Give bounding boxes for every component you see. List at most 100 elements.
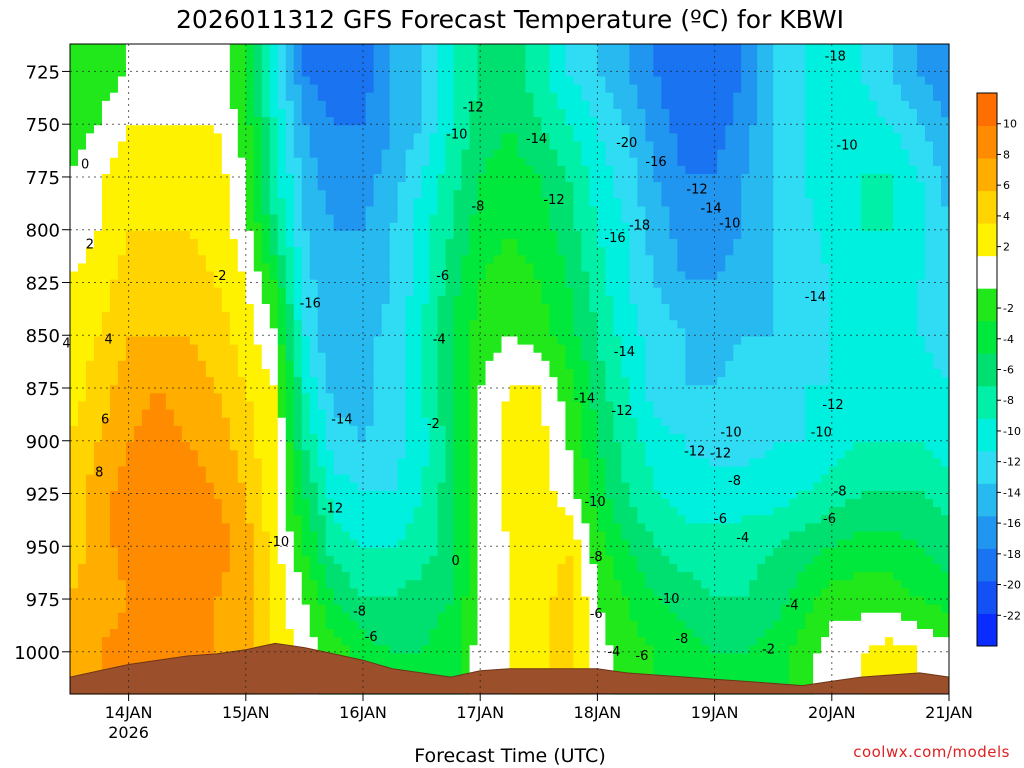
temperature-cell bbox=[341, 369, 351, 378]
temperature-cell bbox=[877, 401, 886, 411]
temperature-cell bbox=[93, 336, 103, 346]
temperature-cell bbox=[365, 409, 375, 419]
temperature-cell bbox=[661, 149, 670, 159]
temperature-cell bbox=[261, 393, 271, 403]
temperature-cell bbox=[773, 222, 782, 232]
temperature-cell bbox=[613, 336, 622, 346]
temperature-cell bbox=[125, 125, 135, 134]
temperature-cell bbox=[685, 174, 694, 183]
temperature-cell bbox=[901, 60, 910, 69]
temperature-cell bbox=[445, 68, 455, 78]
temperature-cell bbox=[709, 206, 718, 216]
temperature-cell bbox=[93, 279, 103, 289]
temperature-cell bbox=[381, 336, 391, 346]
temperature-cell bbox=[685, 206, 694, 216]
temperature-cell bbox=[661, 198, 670, 208]
temperature-cell bbox=[333, 84, 343, 94]
temperature-cell bbox=[373, 44, 383, 53]
temperature-cell bbox=[653, 100, 662, 110]
temperature-cell bbox=[845, 182, 854, 191]
temperature-cell bbox=[397, 214, 407, 224]
temperature-cell bbox=[653, 385, 662, 394]
temperature-cell bbox=[461, 369, 471, 378]
temperature-cell bbox=[141, 295, 151, 305]
temperature-cell bbox=[717, 92, 726, 102]
temperature-cell bbox=[821, 109, 830, 118]
temperature-cell bbox=[109, 304, 119, 313]
temperature-cell bbox=[765, 401, 774, 411]
temperature-cell bbox=[565, 247, 575, 256]
temperature-cell bbox=[565, 271, 575, 281]
temperature-cell bbox=[645, 344, 654, 354]
temperature-cell bbox=[173, 255, 183, 264]
temperature-cell bbox=[597, 60, 606, 69]
temperature-cell bbox=[885, 222, 894, 232]
temperature-cell bbox=[773, 84, 782, 94]
temperature-cell bbox=[309, 369, 319, 378]
temperature-cell bbox=[149, 385, 159, 394]
temperature-cell bbox=[77, 214, 87, 224]
temperature-cell bbox=[77, 295, 87, 305]
temperature-cell bbox=[269, 385, 279, 394]
temperature-cell bbox=[685, 385, 694, 394]
temperature-cell bbox=[70, 328, 79, 338]
temperature-cell bbox=[309, 149, 319, 159]
temperature-cell bbox=[173, 214, 183, 224]
temperature-cell bbox=[677, 279, 686, 289]
temperature-cell bbox=[357, 336, 367, 346]
temperature-cell bbox=[333, 239, 343, 248]
temperature-cell bbox=[229, 377, 239, 386]
temperature-cell bbox=[813, 385, 822, 394]
temperature-cell bbox=[885, 149, 894, 159]
temperature-cell bbox=[341, 190, 351, 199]
temperature-cell bbox=[229, 190, 239, 199]
temperature-cell bbox=[549, 360, 559, 370]
temperature-cell bbox=[117, 149, 127, 159]
temperature-cell bbox=[525, 263, 535, 273]
temperature-cell bbox=[389, 393, 399, 403]
temperature-cell bbox=[549, 271, 559, 281]
temperature-cell bbox=[149, 182, 159, 191]
temperature-cell bbox=[381, 328, 391, 338]
temperature-cell bbox=[781, 344, 790, 354]
temperature-cell bbox=[101, 76, 111, 86]
temperature-cell bbox=[829, 182, 838, 191]
temperature-cell bbox=[773, 157, 782, 167]
temperature-cell bbox=[845, 287, 854, 297]
temperature-cell bbox=[653, 320, 662, 329]
temperature-cell bbox=[565, 68, 575, 78]
temperature-cell bbox=[933, 206, 942, 216]
temperature-cell bbox=[125, 279, 135, 289]
temperature-cell bbox=[669, 239, 678, 248]
temperature-cell bbox=[269, 190, 279, 199]
temperature-cell bbox=[205, 222, 215, 232]
temperature-cell bbox=[277, 133, 287, 143]
temperature-cell bbox=[277, 312, 287, 321]
temperature-cell bbox=[781, 165, 790, 175]
temperature-cell bbox=[677, 369, 686, 378]
temperature-cell bbox=[373, 352, 383, 362]
temperature-cell bbox=[853, 125, 862, 134]
temperature-cell bbox=[453, 182, 463, 191]
temperature-cell bbox=[70, 44, 79, 53]
temperature-cell bbox=[541, 76, 551, 86]
temperature-cell bbox=[101, 165, 111, 175]
temperature-cell bbox=[101, 385, 111, 394]
temperature-cell bbox=[189, 360, 199, 370]
temperature-cell bbox=[149, 336, 159, 346]
temperature-cell bbox=[877, 44, 886, 53]
temperature-cell bbox=[605, 165, 614, 175]
temperature-cell bbox=[245, 239, 255, 248]
temperature-cell bbox=[429, 369, 439, 378]
temperature-cell bbox=[165, 84, 175, 94]
temperature-cell bbox=[749, 377, 758, 386]
temperature-cell bbox=[109, 279, 119, 289]
temperature-cell bbox=[549, 141, 559, 151]
temperature-cell bbox=[589, 401, 598, 411]
temperature-cell bbox=[773, 230, 782, 240]
temperature-cell bbox=[533, 344, 543, 354]
temperature-cell bbox=[613, 312, 622, 321]
temperature-cell bbox=[437, 44, 447, 53]
temperature-cell bbox=[525, 109, 535, 118]
temperature-cell bbox=[301, 255, 311, 264]
